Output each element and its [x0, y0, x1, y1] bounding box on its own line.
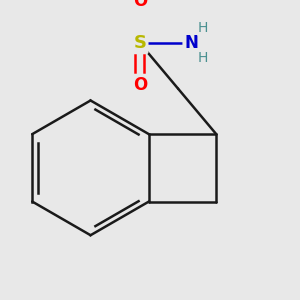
- Text: H: H: [198, 21, 208, 35]
- Text: S: S: [134, 34, 146, 52]
- Text: O: O: [133, 0, 147, 11]
- Text: H: H: [198, 51, 208, 65]
- Text: O: O: [133, 76, 147, 94]
- Text: N: N: [184, 34, 198, 52]
